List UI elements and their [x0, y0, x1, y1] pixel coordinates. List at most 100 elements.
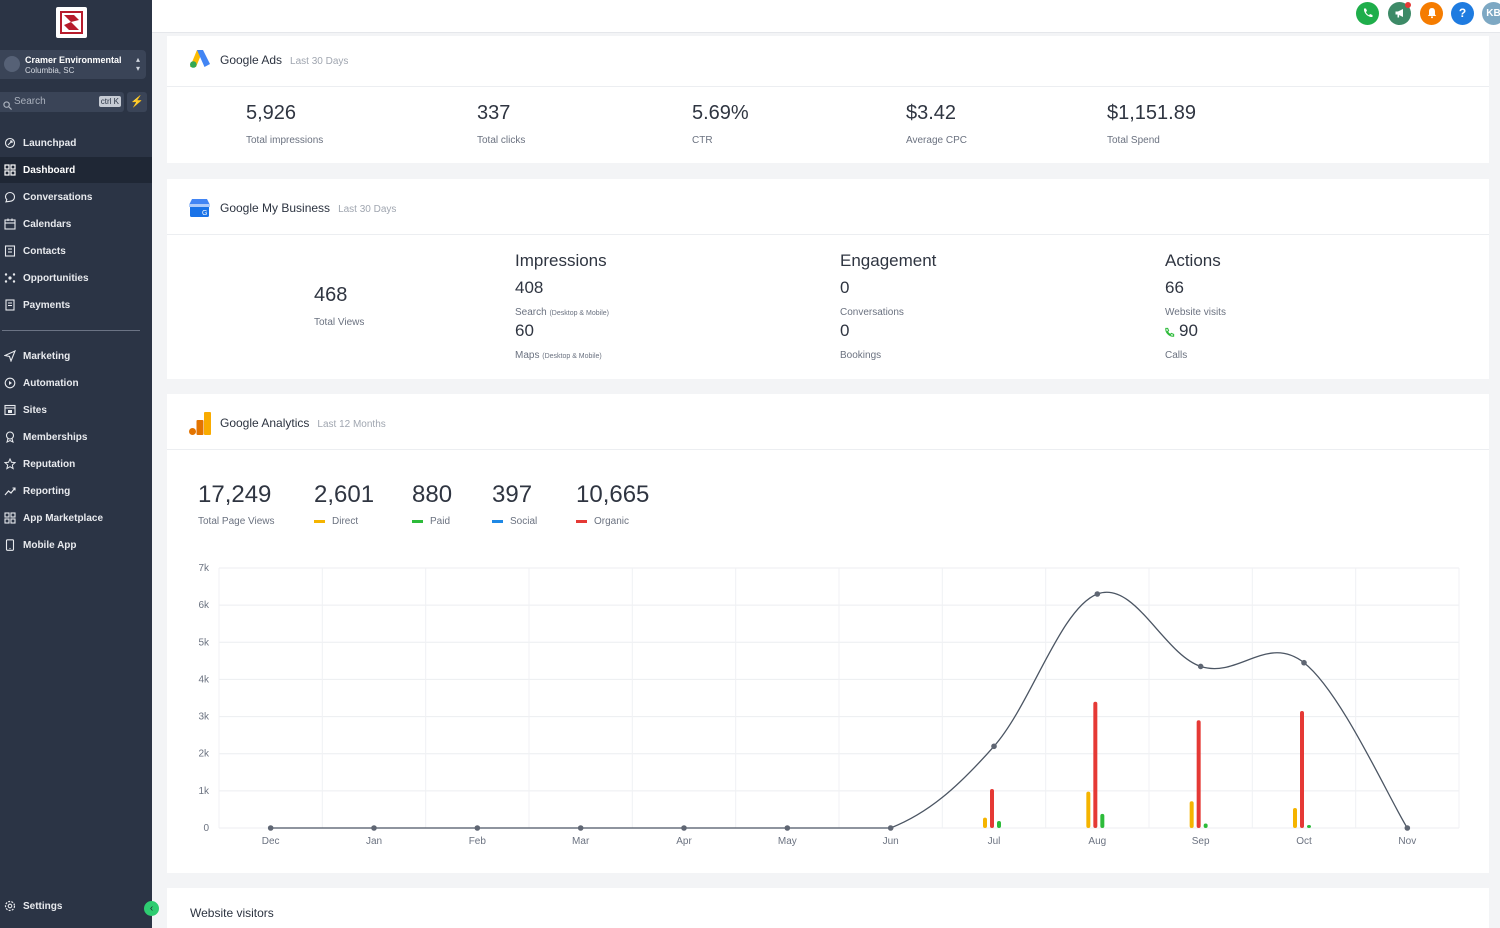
sidebar-item-label: Mobile App — [23, 539, 77, 551]
search-icon — [3, 97, 12, 115]
receipt-icon — [4, 299, 16, 311]
sidebar-item-opportunities[interactable]: Opportunities — [0, 265, 152, 291]
card-header: G Google My Business Last 30 Days — [167, 179, 1489, 235]
x-tick-label: Nov — [1398, 836, 1416, 847]
x-tick-label: Jan — [366, 836, 382, 847]
analytics-period: Last 12 Months — [317, 419, 386, 430]
sidebar-item-label: Reputation — [23, 458, 76, 470]
ads-stat-label: Total Spend — [1107, 135, 1160, 146]
account-location: Columbia, SC — [25, 66, 75, 75]
legend-swatch — [314, 520, 325, 523]
actions-heading: Actions — [1165, 251, 1221, 270]
quick-action-button[interactable]: ⚡ — [127, 92, 147, 112]
announcements-button[interactable] — [1388, 2, 1411, 25]
chat-bubble-icon — [4, 191, 16, 203]
line-point — [784, 825, 791, 831]
chevron-updown-icon: ▴ ▾ — [135, 55, 140, 73]
card-title: Google My Business Last 30 Days — [220, 201, 396, 215]
search-label: Search — [515, 307, 547, 318]
notifications-button[interactable] — [1420, 2, 1443, 25]
card-header: Google Analytics Last 12 Months — [167, 394, 1489, 450]
bar-paid — [1100, 813, 1105, 828]
sidebar-item-settings[interactable]: Settings — [0, 893, 152, 919]
y-tick-label: 7k — [198, 563, 210, 574]
send-icon — [4, 350, 16, 362]
sidebar-item-label: Conversations — [23, 191, 93, 203]
line-point — [577, 825, 584, 831]
sidebar-item-marketing[interactable]: Marketing — [0, 343, 152, 369]
x-tick-label: Oct — [1296, 836, 1312, 847]
sidebar-item-reporting[interactable]: Reporting — [0, 478, 152, 504]
grid-icon — [4, 164, 16, 176]
sidebar-item-contacts[interactable]: Contacts — [0, 238, 152, 264]
x-tick-label: Sep — [1192, 836, 1210, 847]
sidebar-item-label: Contacts — [23, 245, 66, 257]
card-title: Google Analytics Last 12 Months — [220, 416, 386, 430]
collapse-sidebar-button[interactable]: ‹ — [144, 901, 159, 916]
sidebar-item-launchpad[interactable]: Launchpad — [0, 130, 152, 156]
line-point — [681, 825, 687, 831]
lightning-icon: ⚡ — [130, 96, 144, 108]
bar-direct — [1086, 791, 1091, 828]
sidebar-item-conversations[interactable]: Conversations — [0, 184, 152, 210]
bar-paid — [997, 820, 1001, 828]
company-logo[interactable] — [56, 7, 87, 38]
sidebar-item-dashboard[interactable]: Dashboard — [0, 157, 152, 183]
x-tick-label: Aug — [1088, 836, 1106, 847]
bar-direct — [983, 817, 987, 828]
nav-divider — [2, 330, 140, 331]
sidebar-item-memberships[interactable]: Memberships — [0, 424, 152, 450]
analytics-total-page-views-label: Total Page Views — [198, 516, 275, 527]
page-views-chart: 0 1k 2k 3k 4k 5k 6k 7k Dec Jan Feb Mar Apr May Jun Jul A… — [198, 563, 1460, 847]
question-mark-icon: ? — [1458, 6, 1467, 20]
sidebar-item-label: Memberships — [23, 431, 88, 443]
notification-dot — [1405, 2, 1411, 8]
help-button[interactable]: ? — [1451, 2, 1474, 25]
analytics-organic-value: 10,665 — [576, 481, 650, 508]
account-name: Cramer Environmental — [25, 55, 122, 65]
ads-stat-value: 337 — [477, 102, 511, 124]
search-input[interactable]: Search ctrl K — [0, 92, 124, 112]
website-visitors-card: Website visitors — [167, 888, 1489, 928]
google-analytics-logo-icon — [189, 412, 211, 440]
sidebar-item-label: Sites — [23, 404, 47, 416]
total-views-label: Total Views — [314, 317, 365, 328]
legend-text: Total Page Views — [198, 516, 275, 527]
sidebar-item-reputation[interactable]: Reputation — [0, 451, 152, 477]
sidebar-item-calendars[interactable]: Calendars — [0, 211, 152, 237]
line-point — [267, 825, 274, 831]
funnel-icon — [4, 272, 16, 284]
user-avatar[interactable]: KB — [1482, 2, 1500, 25]
legend-swatch — [492, 520, 503, 523]
ads-stat-label: Total clicks — [477, 135, 526, 146]
y-tick-label: 6k — [198, 600, 210, 611]
line-point — [991, 743, 997, 750]
sidebar-item-app-marketplace[interactable]: App Marketplace — [0, 505, 152, 531]
ads-stat-label: Average CPC — [906, 135, 967, 146]
conversations-value: 0 — [840, 278, 850, 297]
google-ads-card: Google Ads Last 30 Days 5,926 Total impres… — [167, 36, 1489, 163]
google-ads-title: Google Ads — [220, 53, 283, 67]
ads-stat-label: CTR — [692, 135, 713, 146]
line-point — [887, 825, 894, 831]
bar-organic — [1093, 701, 1098, 828]
legend-text: Direct — [332, 516, 359, 527]
analytics-direct-value: 2,601 — [314, 481, 375, 508]
avatar-initials: KB — [1486, 8, 1500, 19]
website-visitors-title: Website visitors — [190, 906, 274, 920]
sidebar-item-automation[interactable]: Automation — [0, 370, 152, 396]
bar-paid — [1307, 825, 1311, 828]
card-title: Google Ads Last 30 Days — [220, 53, 348, 67]
sidebar-item-payments[interactable]: Payments — [0, 292, 152, 318]
website-visits-value: 66 — [1165, 278, 1184, 297]
analytics-title: Google Analytics — [220, 416, 310, 430]
account-switcher[interactable]: Cramer Environmental Columbia, SC ▴ ▾ — [0, 50, 146, 79]
x-tick-label: Mar — [572, 836, 590, 847]
line-point — [1301, 659, 1307, 666]
contact-card-icon — [4, 245, 16, 257]
sidebar-item-sites[interactable]: Sites — [0, 397, 152, 423]
phone-button[interactable] — [1356, 2, 1379, 25]
calls-value: 90 — [1179, 321, 1198, 340]
x-tick-label: Dec — [262, 836, 280, 847]
sidebar-item-mobile-app[interactable]: Mobile App — [0, 532, 152, 558]
